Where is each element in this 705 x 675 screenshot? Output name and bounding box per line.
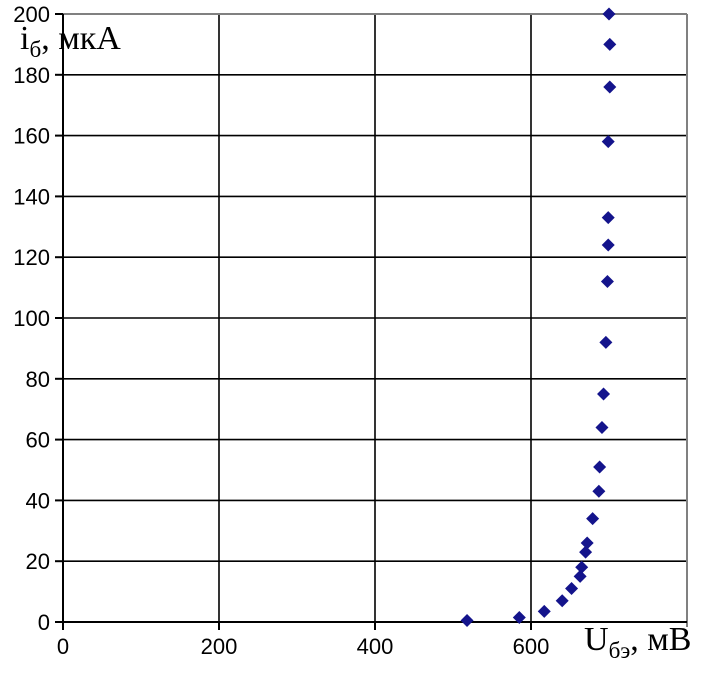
- y-axis-title: iб, мкА: [20, 20, 121, 61]
- y-tick-label: 100: [13, 306, 50, 331]
- data-point: [601, 238, 615, 252]
- y-tick-label: 120: [13, 245, 50, 270]
- data-point: [601, 135, 615, 149]
- x-tick-label: 0: [57, 634, 69, 659]
- data-point: [600, 275, 614, 289]
- y-tick-label: 80: [26, 367, 50, 392]
- data-point: [537, 604, 551, 618]
- y-tick-label: 140: [13, 184, 50, 209]
- y-tick-label: 60: [26, 428, 50, 453]
- data-point: [555, 594, 569, 608]
- x-axis-title: Uбэ, мВ: [584, 621, 692, 662]
- y-axis-title-unit: , мкА: [41, 20, 121, 57]
- data-point: [586, 512, 600, 526]
- data-point: [599, 335, 613, 349]
- x-axis-title-subscript: бэ: [608, 637, 631, 664]
- x-tick-label: 600: [513, 634, 550, 659]
- data-point: [602, 7, 616, 21]
- data-point: [580, 536, 594, 550]
- y-tick-label: 200: [13, 2, 50, 27]
- data-point: [565, 582, 579, 596]
- y-tick-label: 0: [38, 610, 50, 635]
- data-point: [595, 420, 609, 434]
- data-point: [593, 460, 607, 474]
- data-point: [512, 610, 526, 624]
- data-point: [597, 387, 611, 401]
- y-tick-label: 160: [13, 124, 50, 149]
- data-point: [460, 613, 474, 627]
- y-tick-label: 40: [26, 488, 50, 513]
- x-tick-label: 400: [357, 634, 394, 659]
- data-point: [579, 545, 593, 559]
- data-point: [573, 569, 587, 583]
- x-axis-title-symbol: U: [584, 621, 609, 658]
- data-point: [601, 211, 615, 225]
- data-point: [603, 37, 617, 51]
- y-axis-title-symbol: i: [20, 20, 30, 57]
- y-axis-title-subscript: б: [29, 36, 42, 63]
- x-tick-label: 200: [201, 634, 238, 659]
- y-tick-label: 180: [13, 63, 50, 88]
- data-point: [603, 80, 617, 94]
- data-point: [592, 484, 606, 498]
- x-axis-title-unit: , мВ: [630, 621, 692, 658]
- y-tick-label: 20: [26, 549, 50, 574]
- data-point: [575, 560, 589, 574]
